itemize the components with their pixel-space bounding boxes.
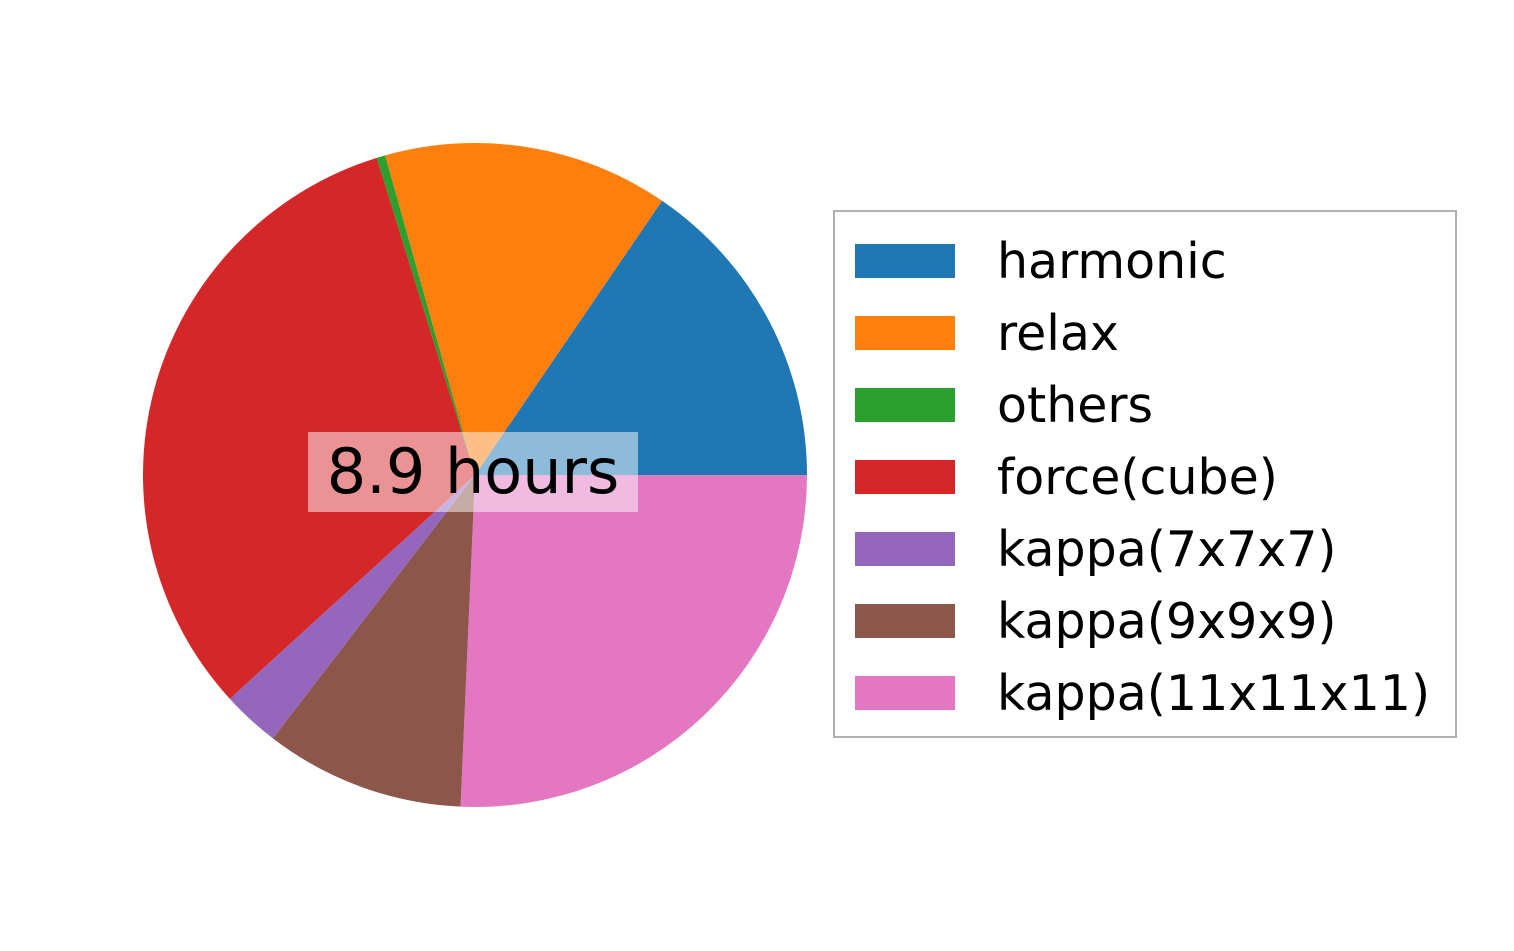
legend-item: others [853, 369, 1455, 441]
chart-legend: harmonic relax others force(cube) kappa(7x7x… [833, 210, 1457, 738]
pie-wedge-forcecube [142, 157, 476, 699]
legend-item: kappa(9x9x9) [853, 585, 1455, 657]
legend-swatch-icon [855, 388, 955, 422]
legend-item: harmonic [853, 225, 1455, 297]
pie-wedge-kappa7x7x7 [229, 475, 475, 739]
legend-swatch-icon [855, 460, 955, 494]
legend-swatch-icon [855, 532, 955, 566]
pie-wedge-group [142, 143, 807, 807]
legend-item-label: kappa(9x9x9) [997, 592, 1337, 650]
pie-wedge-kappa9x9x9 [272, 475, 475, 807]
legend-item-label: kappa(7x7x7) [997, 520, 1337, 578]
legend-item-label: force(cube) [997, 448, 1278, 506]
legend-item: kappa(11x11x11) [853, 657, 1455, 729]
legend-item-label: others [997, 376, 1154, 434]
pie-wedge-relax [385, 143, 663, 475]
legend-swatch-icon [855, 604, 955, 638]
pie-wedge-harmonic [475, 200, 807, 476]
pie-svg [142, 143, 807, 807]
legend-swatch-icon [855, 676, 955, 710]
legend-item-label: harmonic [997, 232, 1227, 290]
legend-swatch-icon [855, 244, 955, 278]
legend-item: force(cube) [853, 441, 1455, 513]
pie-wedge-others [376, 155, 475, 475]
legend-item-list: harmonic relax others force(cube) kappa(7x7x… [853, 225, 1455, 736]
legend-item: relax [853, 297, 1455, 369]
legend-item-label: relax [997, 304, 1119, 362]
pie-wedge-kappa11x11x11 [460, 475, 807, 807]
legend-item: kappa(7x7x7) [853, 513, 1455, 585]
pie-plot-area [142, 143, 807, 807]
legend-swatch-icon [855, 316, 955, 350]
pie-center-annotation: 8.9 hours [308, 432, 638, 512]
legend-item-label: kappa(11x11x11) [997, 664, 1431, 722]
